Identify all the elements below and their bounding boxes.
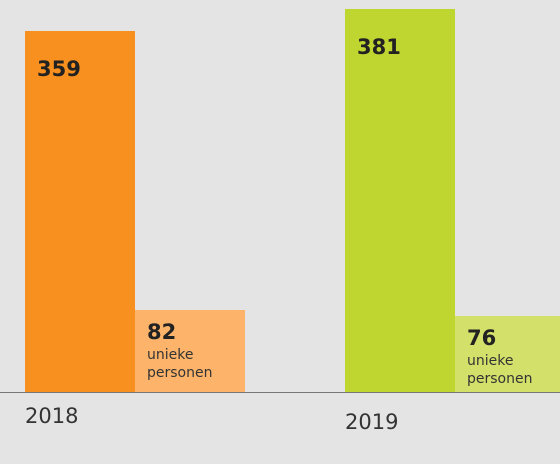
- x-tick-label: 2019: [345, 410, 399, 434]
- baseline: [0, 392, 560, 393]
- bar: 381: [345, 9, 455, 392]
- bar: 359: [25, 31, 135, 392]
- value-label: 359: [37, 57, 81, 82]
- value-label: 82: [147, 319, 177, 344]
- bar: 82 unieke personen: [135, 309, 245, 392]
- series-label: unieke personen: [467, 352, 533, 387]
- x-tick-label: 2018: [25, 404, 79, 428]
- bar: 76 unieke personen: [455, 315, 560, 392]
- value-label: 381: [357, 35, 401, 59]
- value-label: 76: [467, 325, 497, 350]
- series-label: unieke personen: [147, 346, 213, 381]
